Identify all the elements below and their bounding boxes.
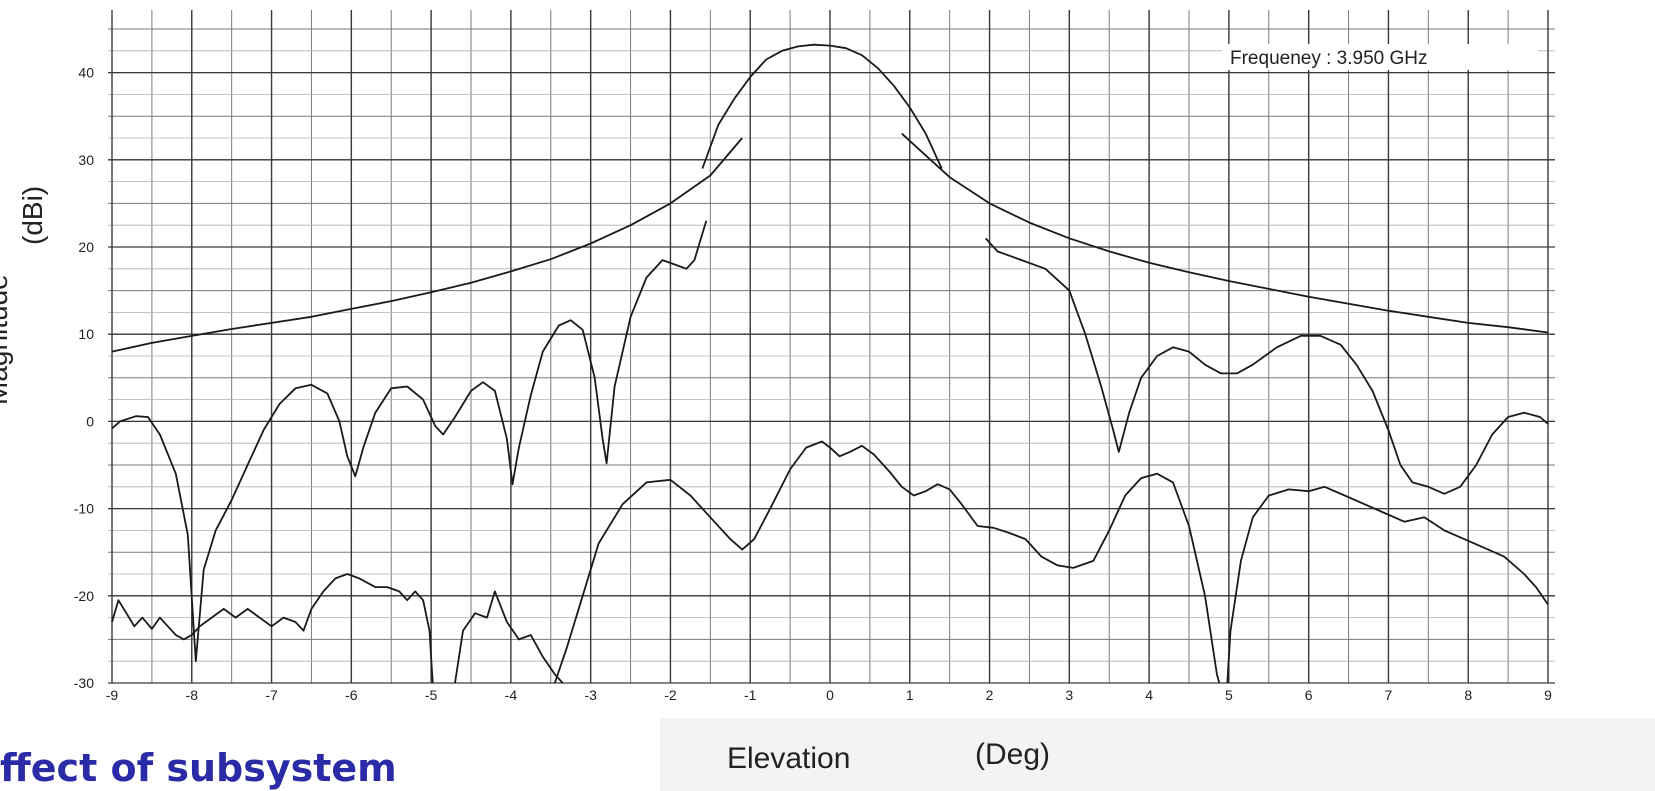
x-tick-label: 3	[1065, 687, 1073, 703]
x-tick-label: -2	[664, 687, 677, 703]
y-tick-label: 30	[78, 152, 94, 168]
x-tick-label: 4	[1145, 687, 1153, 703]
lower-panel	[660, 718, 1655, 791]
y-tick-label: -10	[74, 501, 94, 517]
x-tick-label: -3	[584, 687, 597, 703]
series-line-floor-mid-left	[454, 590, 564, 684]
y-tick-label: -30	[74, 675, 94, 691]
x-axis-unit: (Deg)	[975, 738, 1051, 771]
x-tick-label: 9	[1544, 687, 1552, 703]
x-tick-label: 6	[1305, 687, 1313, 703]
tick-labels: -9 -8 -7 -6 -5 -4 -3 -2 -1 0 1 2 3 4 5 6 7 8 9403020100-10…	[74, 65, 1552, 703]
frequency-annotation: Frequeney : 3.950 GHz	[1230, 48, 1428, 69]
minor-grid	[108, 10, 1555, 684]
x-tick-label: -6	[345, 687, 358, 703]
series-line-main-beam	[701, 43, 943, 169]
y-axis-unit: (dBi)	[17, 185, 48, 245]
series-line-floor-center	[553, 440, 1221, 684]
y-tick-label: 40	[78, 65, 94, 81]
x-tick-label: -8	[186, 687, 199, 703]
y-tick-label: 10	[78, 326, 94, 342]
y-axis-label: Magnitude	[0, 274, 13, 405]
annotation-background	[1222, 44, 1538, 70]
x-tick-label: 0	[826, 687, 834, 703]
y-tick-label: 0	[86, 413, 94, 429]
x-tick-label: -5	[425, 687, 438, 703]
x-tick-label: -4	[505, 687, 518, 703]
x-tick-label: 2	[986, 687, 994, 703]
series-line-envelope-left	[111, 137, 743, 353]
series-line-floor-left	[111, 573, 434, 684]
y-tick-label: -20	[74, 588, 94, 604]
x-tick-label: -1	[744, 687, 757, 703]
series-group	[111, 43, 1549, 684]
x-tick-label: 1	[906, 687, 914, 703]
slide-caption: ffect of subsystem	[0, 746, 397, 790]
x-tick-label: 8	[1464, 687, 1472, 703]
y-tick-label: 20	[78, 239, 94, 255]
frequency-annotation-group: Frequeney : 3.950 GHz	[1222, 44, 1538, 70]
x-tick-label: -9	[106, 687, 119, 703]
x-tick-label: 7	[1385, 687, 1393, 703]
major-grid	[108, 10, 1555, 684]
x-axis-label: Elevation	[727, 742, 851, 775]
x-tick-label: 5	[1225, 687, 1233, 703]
series-line-envelope-right	[901, 132, 1549, 334]
series-line-sidelobe-upper	[111, 220, 708, 663]
x-tick-label: -7	[265, 687, 278, 703]
series-line-floor-right	[1226, 485, 1549, 684]
series-line-sidelobe-upper-right	[984, 237, 1549, 495]
